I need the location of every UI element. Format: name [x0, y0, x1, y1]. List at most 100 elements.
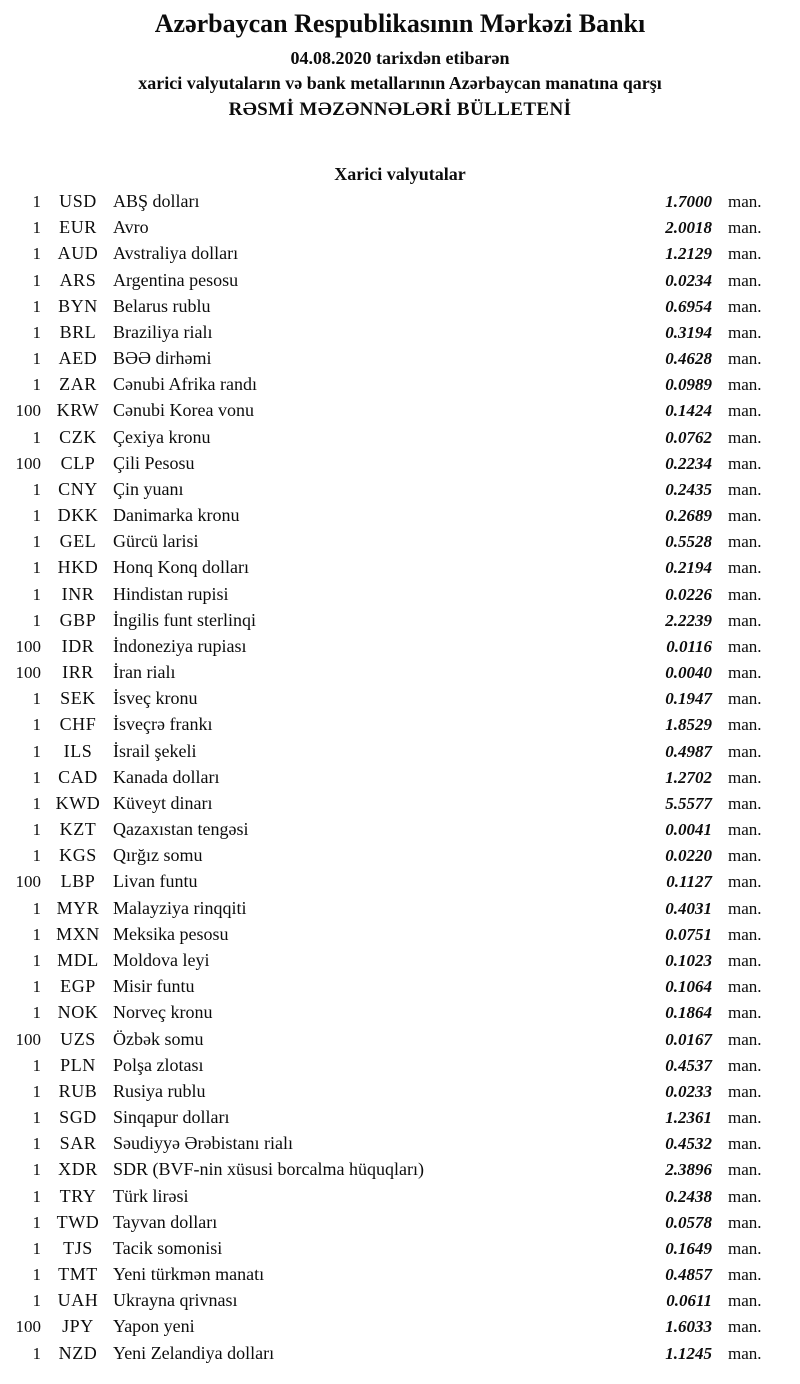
rate-row: 1 TMT Yeni türkmən manatı 0.4857 man.	[0, 1264, 800, 1290]
unit-label-cell: man.	[728, 1291, 762, 1311]
rate-value-cell: 0.2234	[665, 453, 712, 473]
quantity-cell: 1	[32, 244, 42, 264]
quantity-cell: 100	[15, 872, 42, 892]
unit-label-cell: man.	[728, 322, 762, 342]
quantity-cell: 1	[32, 322, 42, 342]
unit-label-cell: man.	[728, 1317, 762, 1337]
rate-value-cell: 0.1023	[665, 950, 712, 970]
quantity-cell: 1	[32, 1186, 42, 1206]
rates-table: 1 USD ABŞ dolları 1.7000 man. 1 EUR Avro 2.0018 m…	[0, 191, 800, 1369]
currency-name-cell: Argentina pesosu	[113, 269, 239, 290]
unit-label-cell: man.	[728, 506, 762, 526]
currency-code-cell: ARS	[59, 269, 97, 290]
currency-code-cell: KGS	[59, 845, 97, 866]
rate-value-cell: 0.4628	[665, 349, 712, 369]
rate-value-cell: 1.2129	[665, 244, 712, 264]
unit-label-cell: man.	[728, 1212, 762, 1232]
currency-code-cell: CAD	[58, 766, 98, 787]
rate-row: 1 INR Hindistan rupisi 0.0226 man.	[0, 584, 800, 610]
currency-code-cell: AUD	[57, 243, 99, 264]
rate-row: 1 ZAR Cənubi Afrika randı 0.0989 man.	[0, 374, 800, 400]
quantity-cell: 1	[32, 218, 42, 238]
rate-row: 1 AED BƏƏ dirhəmi 0.4628 man.	[0, 348, 800, 374]
currency-code-cell: CZK	[59, 426, 97, 447]
quantity-cell: 1	[32, 689, 42, 709]
quantity-cell: 1	[32, 793, 42, 813]
unit-label-cell: man.	[728, 375, 762, 395]
currency-name-cell: Çili Pesosu	[113, 452, 195, 473]
unit-label-cell: man.	[728, 296, 762, 316]
currency-name-cell: Avstraliya dolları	[113, 243, 239, 264]
currency-code-cell: HKD	[57, 557, 99, 578]
rate-row: 1 CNY Çin yuanı 0.2435 man.	[0, 479, 800, 505]
quantity-cell: 1	[32, 558, 42, 578]
currency-code-cell: SGD	[59, 1107, 97, 1128]
unit-label-cell: man.	[728, 453, 762, 473]
rate-value-cell: 0.0041	[665, 820, 712, 840]
unit-label-cell: man.	[728, 532, 762, 552]
currency-code-cell: NOK	[57, 1002, 99, 1023]
rate-row: 1 UAH Ukrayna qrivnası 0.0611 man.	[0, 1290, 800, 1316]
currency-name-cell: İsrail şekeli	[113, 740, 197, 761]
document-header: Azərbaycan Respublikasının Mərkəzi Bankı…	[0, 0, 800, 121]
currency-name-cell: İran rialı	[113, 662, 176, 683]
quantity-cell: 1	[32, 1160, 42, 1180]
bank-title: Azərbaycan Respublikasının Mərkəzi Bankı	[154, 9, 646, 38]
quantity-cell: 1	[32, 1343, 42, 1363]
rate-value-cell: 0.0578	[665, 1212, 712, 1232]
quantity-cell: 1	[32, 846, 42, 866]
unit-label-cell: man.	[728, 270, 762, 290]
unit-label-cell: man.	[728, 1003, 762, 1023]
rate-row: 1 XDR SDR (BVF-nin xüsusi borcalma hüquqla…	[0, 1159, 800, 1185]
quantity-cell: 1	[32, 610, 42, 630]
quantity-cell: 1	[32, 1134, 42, 1154]
currency-name-cell: Malayziya rinqqiti	[113, 897, 247, 918]
unit-label-cell: man.	[728, 741, 762, 761]
quantity-cell: 1	[32, 977, 42, 997]
rate-row: 1 SGD Sinqapur dolları 1.2361 man.	[0, 1107, 800, 1133]
rate-value-cell: 0.0989	[665, 375, 712, 395]
currency-name-cell: Honq Konq dolları	[113, 557, 249, 578]
currency-name-cell: Kanada dolları	[113, 766, 220, 787]
quantity-cell: 100	[15, 1317, 42, 1337]
rate-row: 1 BYN Belarus rublu 0.6954 man.	[0, 296, 800, 322]
quantity-cell: 1	[32, 584, 42, 604]
currency-code-cell: EGP	[60, 976, 96, 997]
unit-label-cell: man.	[728, 898, 762, 918]
rate-value-cell: 0.2194	[665, 558, 712, 578]
rate-row: 100 LBP Livan funtu 0.1127 man.	[0, 871, 800, 897]
unit-label-cell: man.	[728, 636, 762, 656]
rate-row: 1 ILS İsrail şekeli 0.4987 man.	[0, 741, 800, 767]
quantity-cell: 1	[32, 950, 42, 970]
currency-name-cell: Sinqapur dolları	[113, 1107, 230, 1128]
quantity-cell: 1	[32, 741, 42, 761]
rate-value-cell: 0.3194	[665, 322, 712, 342]
currency-code-cell: ILS	[63, 740, 93, 761]
unit-label-cell: man.	[728, 1081, 762, 1101]
rate-value-cell: 1.8529	[665, 715, 712, 735]
unit-label-cell: man.	[728, 427, 762, 447]
quantity-cell: 100	[15, 663, 42, 683]
rate-value-cell: 2.3896	[665, 1160, 712, 1180]
unit-label-cell: man.	[728, 1160, 762, 1180]
rate-row: 1 MXN Meksika pesosu 0.0751 man.	[0, 924, 800, 950]
quantity-cell: 100	[15, 453, 42, 473]
rate-row: 1 DKK Danimarka kronu 0.2689 man.	[0, 505, 800, 531]
unit-label-cell: man.	[728, 1029, 762, 1049]
quantity-cell: 1	[32, 375, 42, 395]
quantity-cell: 1	[32, 479, 42, 499]
quantity-cell: 100	[15, 636, 42, 656]
currency-code-cell: NZD	[58, 1342, 98, 1363]
rate-row: 1 KWD Küveyt dinarı 5.5577 man.	[0, 793, 800, 819]
rate-value-cell: 0.1424	[665, 401, 712, 421]
rate-value-cell: 0.5528	[665, 532, 712, 552]
unit-label-cell: man.	[728, 584, 762, 604]
rate-row: 100 UZS Özbək somu 0.0167 man.	[0, 1029, 800, 1055]
rate-row: 1 ARS Argentina pesosu 0.0234 man.	[0, 270, 800, 296]
unit-label-cell: man.	[728, 1186, 762, 1206]
effective-date-line: 04.08.2020 tarixdən etibarən	[290, 48, 510, 68]
currency-code-cell: SAR	[59, 1133, 97, 1154]
unit-label-cell: man.	[728, 950, 762, 970]
currency-code-cell: KZT	[59, 819, 97, 840]
rate-row: 1 TJS Tacik somonisi 0.1649 man.	[0, 1238, 800, 1264]
